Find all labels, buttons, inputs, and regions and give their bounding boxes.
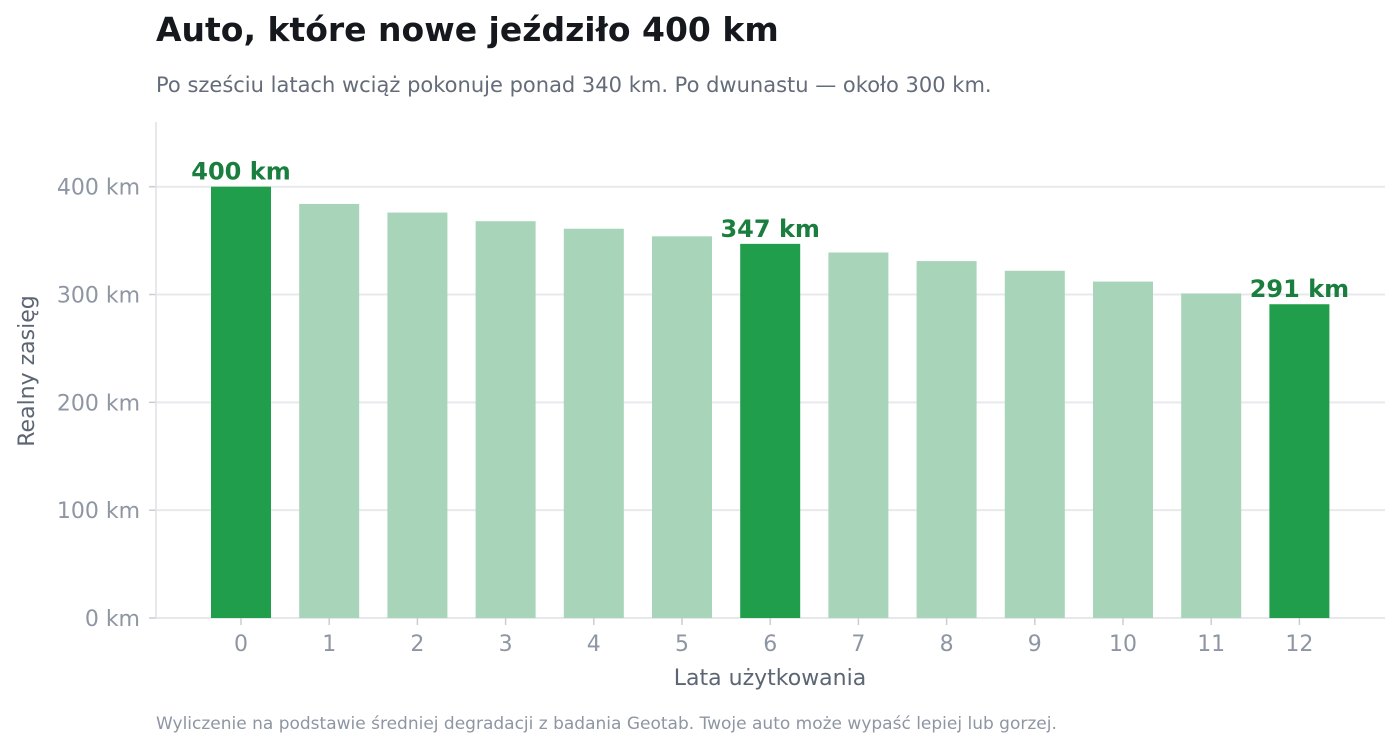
bar-year-5 <box>652 236 712 618</box>
x-tick-label: 10 <box>1109 632 1137 657</box>
x-tick-label: 6 <box>763 632 777 657</box>
data-labels: 400 km 347 km 291 km <box>191 158 1349 304</box>
bar-year-12 <box>1269 304 1330 618</box>
bars <box>211 186 1330 619</box>
x-tick-label: 2 <box>410 632 424 657</box>
x-tick-label: 3 <box>499 632 513 657</box>
y-tick-label: 0 km <box>85 607 140 632</box>
x-tick-label: 12 <box>1285 632 1313 657</box>
y-tick-label: 100 km <box>57 499 140 524</box>
bar-year-1 <box>299 203 360 619</box>
bar-year-8 <box>916 261 977 618</box>
y-tick-label: 300 km <box>57 284 140 309</box>
y-tick-label: 400 km <box>57 176 140 201</box>
x-tick-label: 5 <box>675 632 689 657</box>
y-axis-title: Realny zasięg <box>15 295 40 447</box>
x-axis-title: Lata użytkowania <box>674 666 866 691</box>
bar-year-9 <box>1004 270 1065 618</box>
x-tick-label: 7 <box>851 632 865 657</box>
bar-year-3 <box>475 221 536 618</box>
data-label-year-6: 347 km <box>720 215 819 243</box>
bar-year-10 <box>1093 281 1153 618</box>
x-tick-labels: 0 1 2 3 4 5 6 7 8 9 10 11 12 <box>234 632 1313 657</box>
x-tick-label: 0 <box>234 632 248 657</box>
bar-year-11 <box>1181 293 1242 618</box>
y-tick-labels: 0 km 100 km 200 km 300 km 400 km <box>57 176 140 632</box>
bar-year-0 <box>211 186 271 618</box>
bar-year-4 <box>563 228 624 618</box>
x-tick-label: 4 <box>587 632 601 657</box>
x-tick-label: 1 <box>322 632 336 657</box>
y-tick-label: 200 km <box>57 391 140 416</box>
x-tick-label: 11 <box>1197 632 1225 657</box>
chart-title: Auto, które nowe jeździło 400 km <box>156 10 779 49</box>
x-tick-label: 8 <box>940 632 954 657</box>
data-label-year-0: 400 km <box>191 158 290 186</box>
bar-year-6 <box>740 243 801 618</box>
x-tick-label: 9 <box>1028 632 1042 657</box>
data-label-year-12: 291 km <box>1250 275 1349 303</box>
chart-subtitle: Po sześciu latach wciąż pokonuje ponad 3… <box>156 73 992 97</box>
bar-year-7 <box>828 252 889 619</box>
source-note: Wyliczenie na podstawie średniej degrada… <box>156 714 1057 734</box>
bar-year-2 <box>387 212 448 618</box>
